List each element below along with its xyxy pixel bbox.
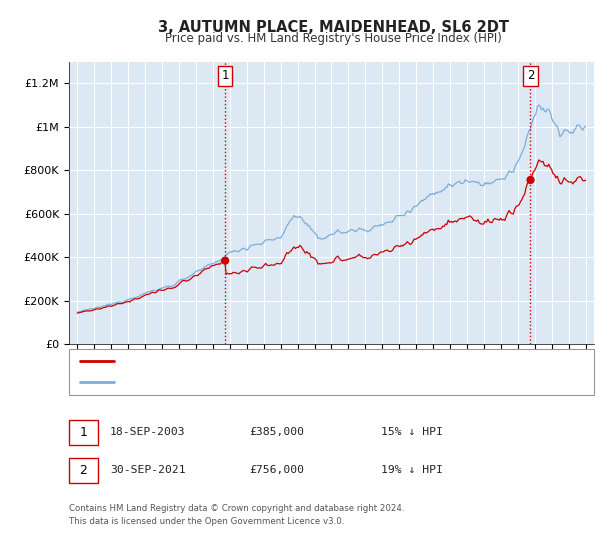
Text: £756,000: £756,000	[249, 465, 304, 475]
Text: 2: 2	[527, 69, 534, 82]
Text: HPI: Average price, detached house, Windsor and Maidenhead: HPI: Average price, detached house, Wind…	[121, 377, 463, 388]
Text: 18-SEP-2003: 18-SEP-2003	[110, 427, 185, 437]
Text: 3, AUTUMN PLACE, MAIDENHEAD, SL6 2DT (detached house): 3, AUTUMN PLACE, MAIDENHEAD, SL6 2DT (de…	[121, 356, 455, 366]
Text: 2: 2	[79, 464, 88, 477]
Text: Price paid vs. HM Land Registry's House Price Index (HPI): Price paid vs. HM Land Registry's House …	[164, 32, 502, 45]
Text: 30-SEP-2021: 30-SEP-2021	[110, 465, 185, 475]
Text: £385,000: £385,000	[249, 427, 304, 437]
Point	[526, 175, 535, 184]
Text: 19% ↓ HPI: 19% ↓ HPI	[381, 465, 443, 475]
Text: Contains HM Land Registry data © Crown copyright and database right 2024.: Contains HM Land Registry data © Crown c…	[69, 504, 404, 513]
Text: 3, AUTUMN PLACE, MAIDENHEAD, SL6 2DT: 3, AUTUMN PLACE, MAIDENHEAD, SL6 2DT	[158, 20, 509, 35]
Text: This data is licensed under the Open Government Licence v3.0.: This data is licensed under the Open Gov…	[69, 517, 344, 526]
Text: 15% ↓ HPI: 15% ↓ HPI	[381, 427, 443, 437]
Text: 1: 1	[221, 69, 229, 82]
Point	[220, 256, 230, 265]
Text: 1: 1	[79, 426, 88, 439]
